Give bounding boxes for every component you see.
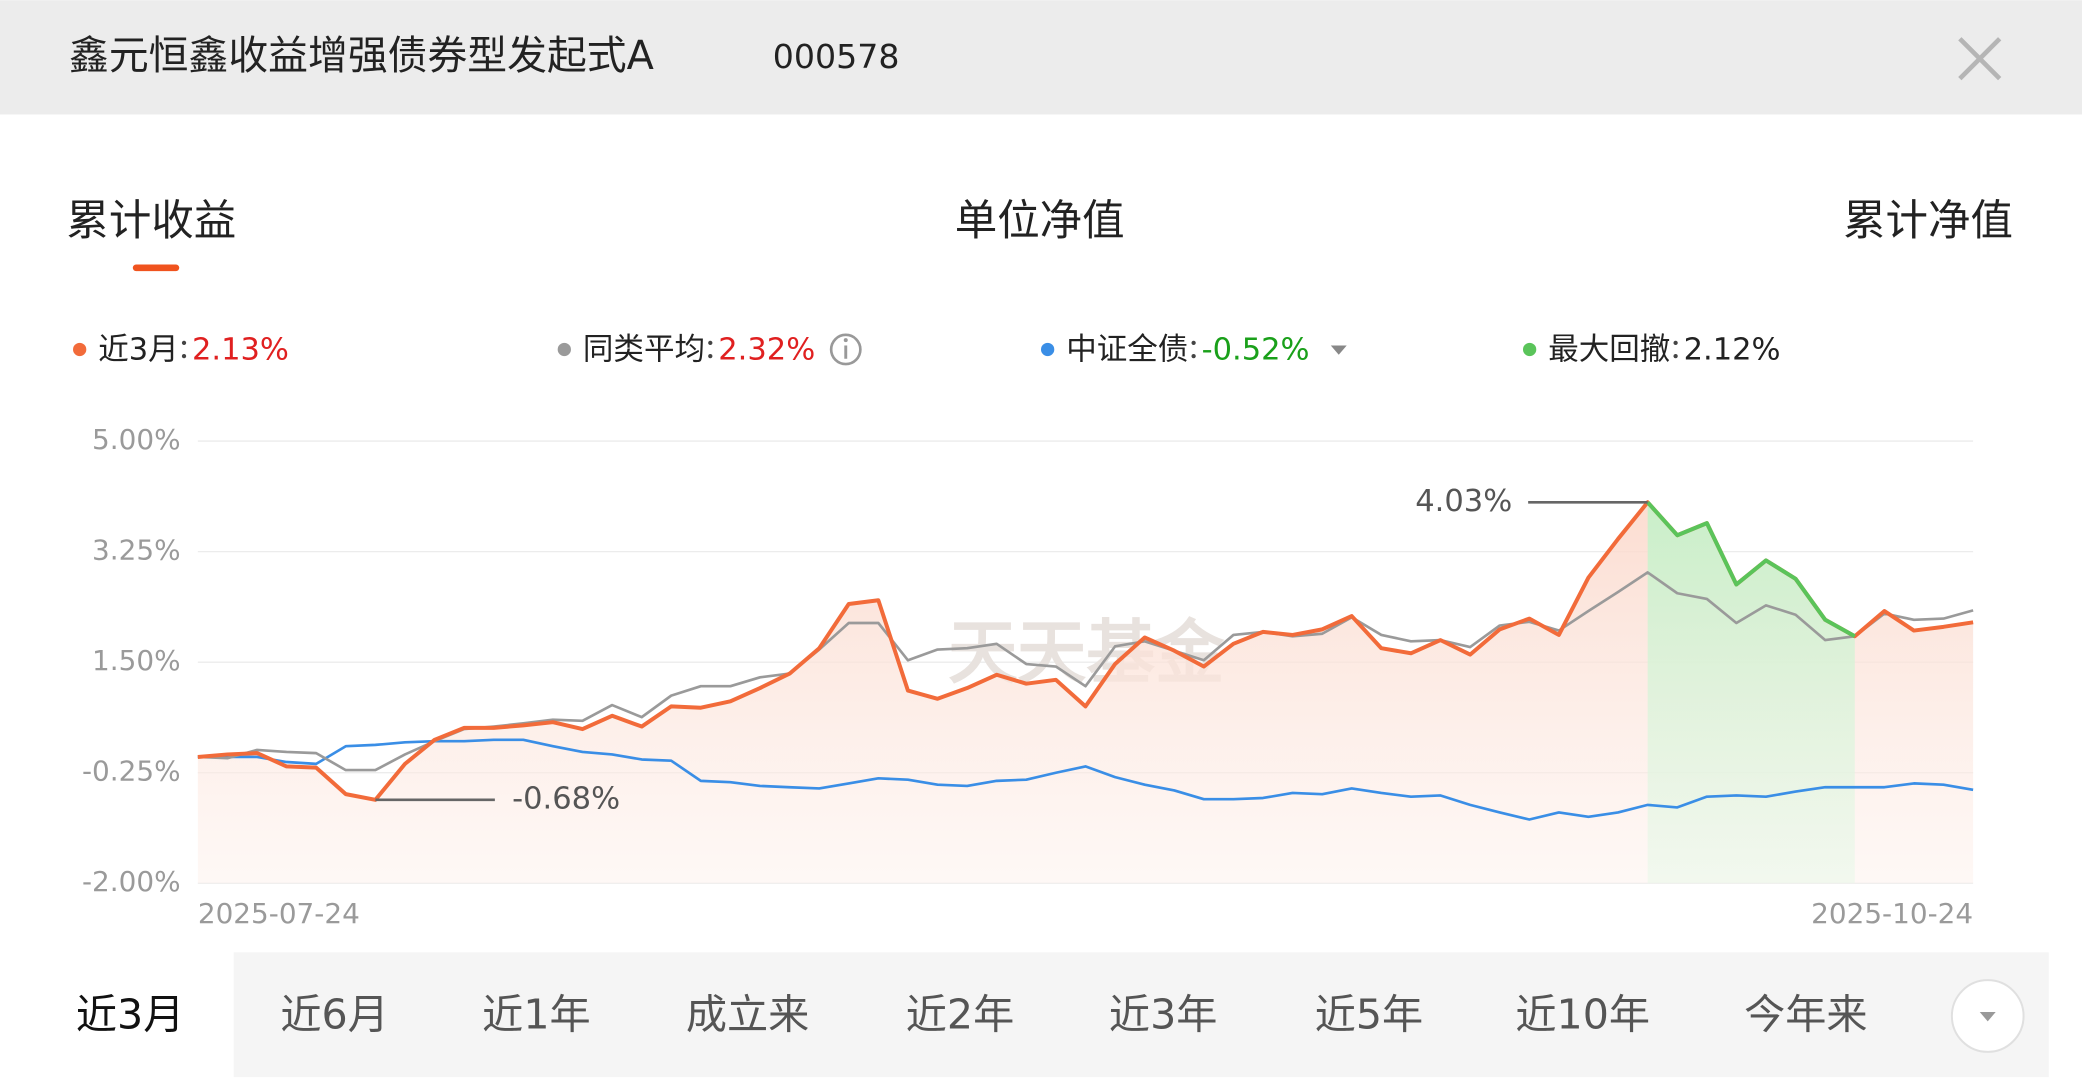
- annotation-label: 4.03%: [1415, 484, 1512, 519]
- y-tick-label: 1.50%: [92, 644, 181, 677]
- range-dropdown[interactable]: [1950, 979, 2025, 1053]
- y-tick-label: -0.25%: [82, 755, 181, 788]
- close-button[interactable]: [1958, 37, 2002, 81]
- legend-item: 中证全债 -0.52%: [1041, 332, 1347, 367]
- separator: [1673, 353, 1678, 359]
- range-option[interactable]: 今年来: [1744, 990, 1867, 1038]
- x-tick-label: 2025-07-24: [198, 897, 360, 930]
- legend-item: 近3月 2.13%: [73, 332, 289, 367]
- range-option[interactable]: 近1年: [482, 990, 591, 1038]
- legend-dot: [557, 342, 571, 357]
- range-option[interactable]: 近3月: [76, 990, 184, 1038]
- range-option[interactable]: 近5年: [1315, 990, 1424, 1038]
- area-fill: [197, 502, 1974, 884]
- range-selector: 近3月 近6月 近1年 成立来 近2年 近3年 近5年 近10年 今年来: [76, 990, 1868, 1038]
- y-tick-label: -2.00%: [82, 865, 181, 898]
- range-option[interactable]: 近2年: [906, 990, 1015, 1038]
- range-option[interactable]: 近10年: [1515, 990, 1650, 1038]
- range-bar: [233, 952, 2049, 1078]
- legend-item: 最大回撤 2.12%: [1522, 332, 1781, 367]
- range-option[interactable]: 近3年: [1109, 990, 1218, 1038]
- legend-name: 最大回撤: [1548, 332, 1670, 367]
- legend-value: 2.13%: [192, 332, 289, 367]
- annotation-label: -0.68%: [512, 781, 620, 816]
- range-option[interactable]: 成立来: [686, 990, 809, 1038]
- range-option[interactable]: 近6月: [280, 990, 389, 1038]
- header-bar: [0, 0, 2082, 115]
- fund-code: 000578: [773, 37, 900, 76]
- separator: [181, 340, 187, 345]
- plot: 近3月 2.13% 同类平均 2.32% 中证全债 -0.52% 最大回撤 2.12% 5.00…: [73, 332, 1974, 930]
- legend-value: 2.12%: [1684, 332, 1781, 367]
- separator: [181, 353, 187, 359]
- info-icon: [829, 333, 862, 366]
- legend-value: 2.32%: [718, 332, 815, 367]
- x-tick-label: 2025-10-24: [1811, 897, 1973, 930]
- y-tick-label: 3.25%: [92, 534, 181, 567]
- active-tab-indicator: [132, 264, 180, 272]
- separator: [1191, 353, 1196, 359]
- separator: [708, 353, 713, 359]
- series-line: [197, 738, 1974, 821]
- drawdown-line: [1646, 500, 1856, 639]
- legend-name: 近3月: [98, 332, 178, 367]
- legend-name: 中证全债: [1066, 332, 1188, 367]
- legend-value: -0.52%: [1202, 332, 1310, 367]
- separator: [708, 340, 713, 345]
- legend-dot: [73, 342, 87, 357]
- legend-item: 同类平均 2.32%: [557, 332, 862, 367]
- legend-dot: [1522, 342, 1537, 357]
- dropdown-arrow: [1330, 345, 1347, 355]
- info-icon: [843, 338, 848, 343]
- legend-dot: [1041, 342, 1055, 357]
- tab[interactable]: 累计净值: [1843, 197, 2013, 246]
- tab[interactable]: 累计收益: [66, 197, 236, 246]
- drawdown-area: [1647, 502, 1855, 884]
- fund-title: 鑫元恒鑫收益增强债券型发起式A: [69, 33, 654, 79]
- y-tick-label: 5.00%: [92, 423, 181, 456]
- separator: [1191, 340, 1196, 345]
- tab[interactable]: 单位净值: [955, 197, 1125, 246]
- legend-name: 同类平均: [583, 332, 705, 367]
- separator: [1673, 340, 1678, 345]
